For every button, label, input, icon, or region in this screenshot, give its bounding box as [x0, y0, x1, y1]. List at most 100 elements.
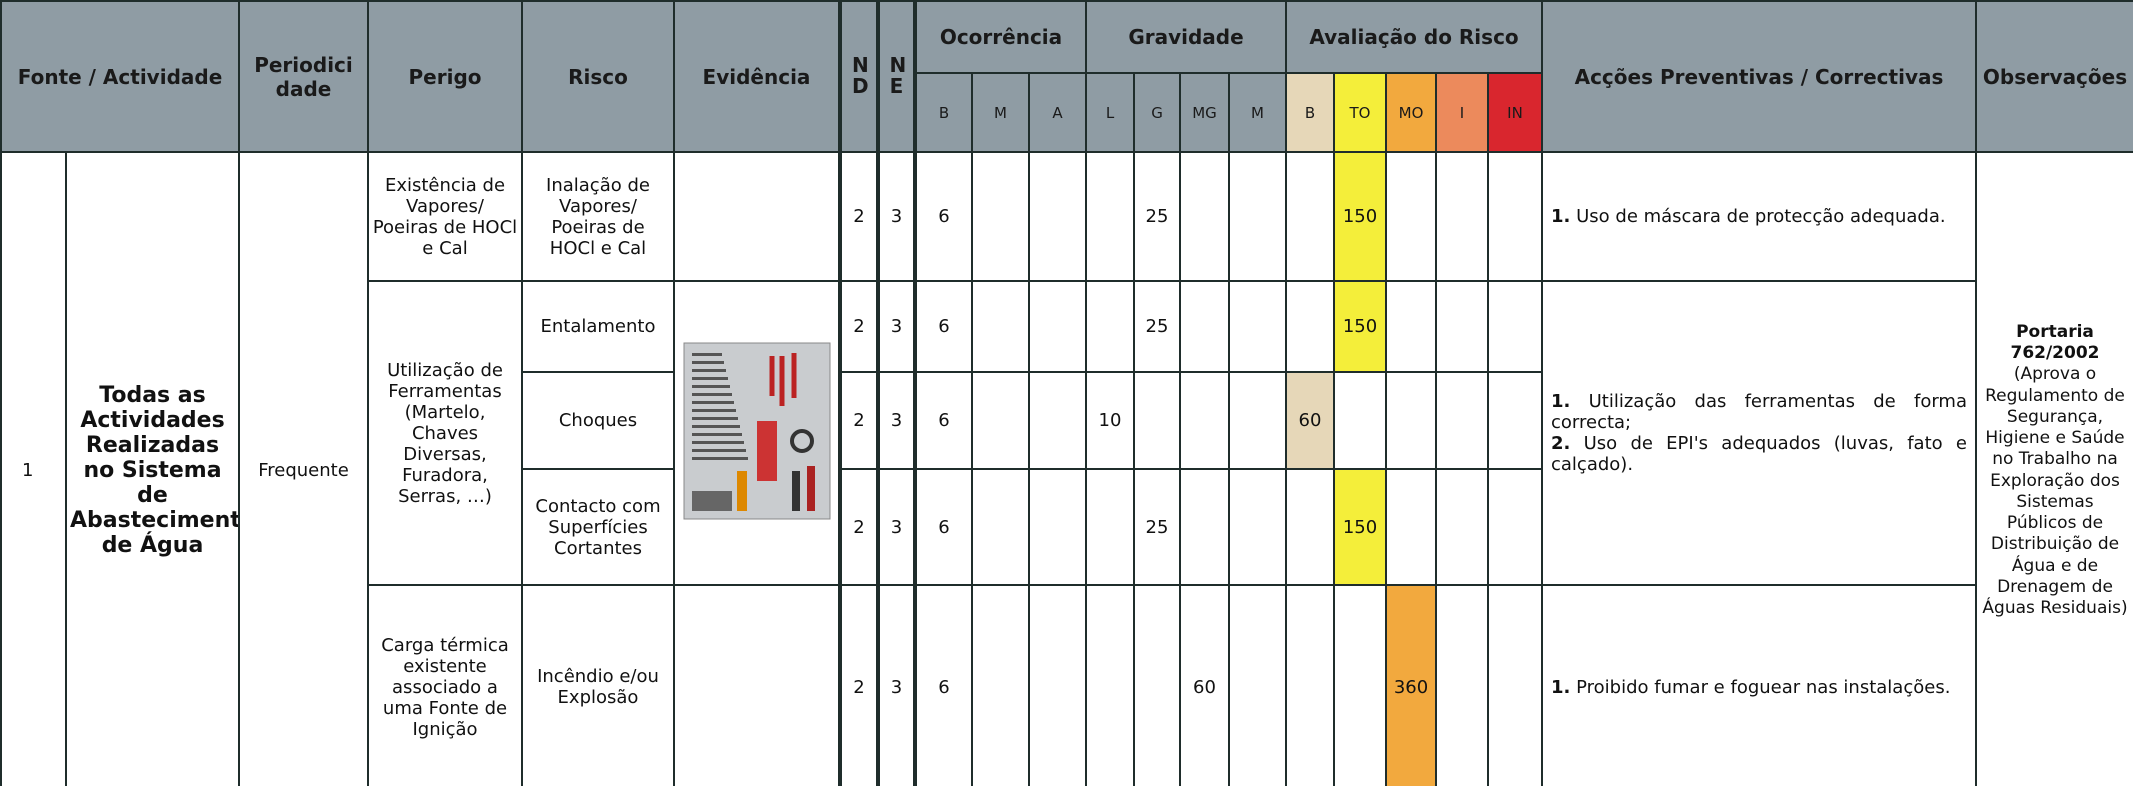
risk-value: [1487, 280, 1543, 373]
level-label: A: [1028, 72, 1087, 153]
risk-value: [1435, 371, 1489, 470]
occurrence-value: [1028, 280, 1087, 373]
action-text: Proibido fumar e foguear nas instalações…: [1576, 676, 1951, 698]
header-cell: Perigo: [367, 0, 523, 153]
nd-value: 2: [838, 468, 880, 586]
risk-row: 1 Todas as Actividades Realizadas no Sist…: [0, 151, 2133, 786]
severity-value: [1085, 468, 1135, 586]
level-label: TO: [1333, 72, 1387, 153]
action-text: Utilização das ferramentas de forma corr…: [1551, 391, 1967, 433]
risk: Incêndio e/ou Explosão: [521, 584, 675, 786]
risk-value: [1285, 584, 1335, 786]
severity-value: [1228, 280, 1287, 373]
level-label: B: [1285, 72, 1335, 153]
risk-value: [1487, 468, 1543, 586]
risk: Entalamento: [521, 280, 675, 373]
header-cell: Observações: [1975, 0, 2133, 153]
occurrence-value: 6: [914, 151, 973, 282]
activity: Todas as Actividades Realizadas no Siste…: [65, 151, 240, 786]
risk-value: [1435, 151, 1489, 282]
risk-value: 150: [1333, 151, 1387, 282]
evidence: [673, 584, 841, 786]
row-number: 1: [0, 151, 67, 786]
level-label: I: [1435, 72, 1489, 153]
action-number: 1.: [1551, 676, 1571, 698]
header-row: Fonte / Actividade Periodicidade Perigo Ris…: [0, 0, 2133, 153]
level-label: B: [914, 72, 973, 153]
header-text: NE: [889, 53, 907, 98]
risk-value: [1435, 468, 1489, 586]
ne-value: 3: [876, 371, 917, 470]
level-label: MO: [1385, 72, 1437, 153]
risk-value: 150: [1333, 280, 1387, 373]
header-group: Avaliação do Risco: [1285, 0, 1543, 74]
risk-value: [1487, 151, 1543, 282]
risk-row: Choques 2 3 6 10 60: [1, 371, 2133, 470]
risk-value: [1487, 371, 1543, 470]
tool-board-image: [683, 342, 830, 519]
nd-value: 2: [838, 280, 880, 373]
severity-value: [1085, 280, 1135, 373]
periodicity: Frequente: [238, 151, 369, 786]
level-label: IN: [1487, 72, 1543, 153]
risk-value: [1285, 468, 1335, 586]
observation-text: (Aprova o Regulamento de Segurança, Higi…: [1982, 364, 2128, 618]
header-cell: Risco: [521, 0, 675, 153]
risk: Inalação de Vapores/ Poeiras de HOCl e C…: [521, 151, 675, 282]
observations: Portaria 762/2002 (Aprova o Regulamento d…: [1975, 151, 2133, 786]
actions: 1. Uso de máscara de protecção adequada.: [1541, 151, 1977, 282]
occurrence-value: [971, 584, 1030, 786]
action-number: 1.: [1551, 391, 1571, 412]
action-text: Uso de EPI's adequados (luvas, fato e ca…: [1551, 433, 1967, 475]
hazard: Existência de Vapores/ Poeiras de HOCl e…: [367, 151, 523, 282]
level-label: MG: [1179, 72, 1230, 153]
level-label: L: [1085, 72, 1135, 153]
severity-value: [1179, 151, 1230, 282]
risk-row: Carga térmica existente associado a uma …: [1, 584, 2133, 786]
risk-value: [1385, 280, 1437, 373]
severity-value: 25: [1133, 468, 1181, 586]
severity-value: [1133, 584, 1181, 786]
ne-value: 3: [876, 280, 917, 373]
severity-value: [1228, 468, 1287, 586]
occurrence-value: [1028, 468, 1087, 586]
risk: Contacto com Superfícies Cortantes: [521, 468, 675, 586]
risk-value: 360: [1385, 584, 1437, 786]
header-group: Gravidade: [1085, 0, 1287, 74]
action-number: 2.: [1551, 433, 1571, 454]
nd-value: 2: [838, 371, 880, 470]
occurrence-value: 6: [914, 280, 973, 373]
header-cell: NE: [876, 0, 917, 153]
risk-value: [1333, 371, 1387, 470]
risk-value: [1385, 371, 1437, 470]
risk-value: [1435, 280, 1489, 373]
severity-value: [1085, 151, 1135, 282]
severity-value: [1228, 584, 1287, 786]
severity-value: 25: [1133, 151, 1181, 282]
severity-value: [1179, 280, 1230, 373]
hazard: Utilização de Ferramentas (Martelo, Chav…: [367, 280, 523, 586]
occurrence-value: [971, 280, 1030, 373]
level-label: G: [1133, 72, 1181, 153]
occurrence-value: [971, 371, 1030, 470]
occurrence-value: 6: [914, 584, 973, 786]
ne-value: 3: [876, 468, 917, 586]
header-cell: Evidência: [673, 0, 841, 153]
occurrence-value: 6: [914, 468, 973, 586]
occurrence-value: [971, 468, 1030, 586]
actions: 1. Utilização das ferramentas de forma c…: [1541, 280, 1977, 586]
action-item: 1. Proibido fumar e foguear nas instalaç…: [1551, 677, 1967, 698]
occurrence-value: [1028, 584, 1087, 786]
header-text: ND: [852, 53, 869, 98]
observation-title: Portaria 762/2002: [2010, 321, 2100, 363]
action-item: 2. Uso de EPI's adequados (luvas, fato e…: [1551, 433, 1967, 475]
occurrence-value: [1028, 371, 1087, 470]
severity-value: [1133, 371, 1181, 470]
severity-value: [1228, 151, 1287, 282]
risk-value: [1435, 584, 1489, 786]
header-group: Ocorrência: [914, 0, 1087, 74]
nd-value: 2: [838, 151, 880, 282]
risk-row: Utilização de Ferramentas (Martelo, Chav…: [1, 280, 2133, 586]
